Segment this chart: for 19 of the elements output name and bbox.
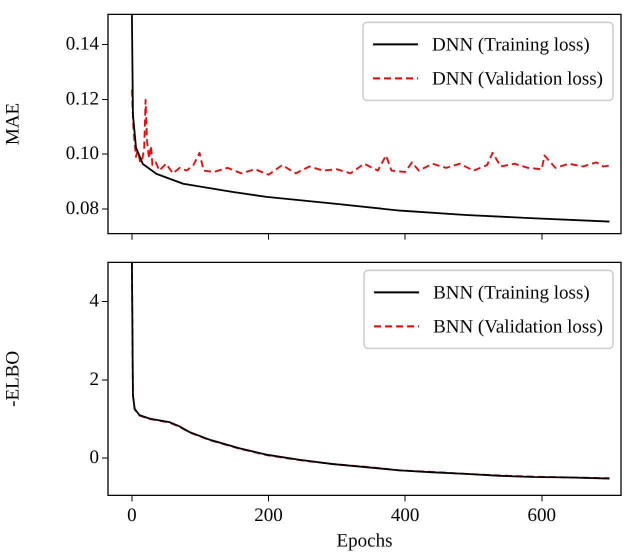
- x-tick-label: 600: [528, 504, 556, 526]
- x-axis-title: Epochs: [336, 530, 392, 552]
- y-tick-label: 4: [90, 290, 100, 312]
- x-tick-label: 200: [254, 504, 283, 526]
- y-axis-title: MAE: [2, 102, 24, 146]
- y-tick-label: 2: [90, 368, 99, 390]
- x-tick-label: 400: [390, 504, 420, 526]
- y-tick-label: 0.12: [66, 88, 99, 110]
- x-tick-label: 0: [127, 504, 137, 526]
- legend-label: BNN (Validation loss): [433, 316, 604, 338]
- y-tick-label: 0: [90, 447, 99, 468]
- legend-label: DNN (Validation loss): [432, 68, 604, 90]
- y-tick-label: 0.08: [66, 198, 99, 219]
- line-series: [131, 88, 610, 176]
- y-tick-label: 0.14: [66, 34, 100, 55]
- y-axis-title: -ELBO: [2, 350, 24, 407]
- legend-label: DNN (Training loss): [432, 34, 590, 56]
- y-tick-label: 0.10: [66, 143, 99, 164]
- legend-label: BNN (Training loss): [433, 282, 590, 304]
